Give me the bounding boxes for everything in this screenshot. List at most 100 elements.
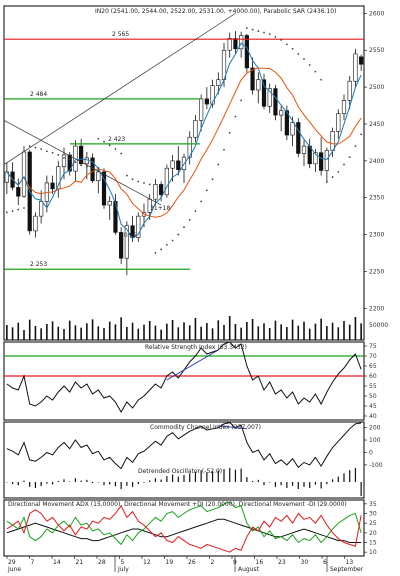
volume-bar	[331, 322, 334, 340]
sar-dot	[125, 174, 128, 177]
candle-body	[164, 167, 169, 196]
detrended-title: Detrended Oscillator (-52.0)	[138, 468, 222, 475]
rsi-tick-label: 55	[369, 383, 377, 390]
sar-dot	[200, 200, 203, 203]
detrended-bar	[126, 482, 128, 486]
sar-dot	[257, 30, 260, 32]
detrended-bar	[349, 470, 351, 482]
rsi-tick-label: 65	[369, 363, 377, 370]
sar-dot	[165, 244, 168, 246]
detrended-bar	[314, 482, 317, 485]
detrended-bar	[80, 480, 82, 482]
volume-bar	[200, 326, 202, 340]
sar-dot	[297, 53, 300, 55]
volume-bar	[86, 323, 88, 340]
cci-tick-label: -100	[369, 462, 383, 469]
detrended-bar	[229, 468, 231, 482]
candle-body	[67, 154, 72, 172]
candle-body	[101, 171, 107, 206]
detrended-bar	[251, 480, 254, 482]
volume-bar	[280, 324, 282, 340]
candle-body	[313, 152, 318, 165]
candle-body	[119, 232, 124, 259]
cci-line	[6, 422, 362, 470]
detrended-bar	[23, 480, 25, 482]
detrended-bar	[51, 482, 54, 485]
volume-bar	[80, 327, 82, 340]
detrended-bar	[297, 482, 299, 489]
candle-body	[204, 98, 209, 105]
price-tick-label: 2400	[369, 158, 384, 165]
candle-body	[4, 171, 9, 183]
sar-dot	[57, 154, 60, 156]
detrended-bar	[269, 482, 271, 483]
date-tick-label: 21	[76, 559, 84, 566]
volume-bar	[177, 327, 180, 340]
date-tick-label: 13	[346, 559, 354, 566]
candle-body	[233, 38, 238, 50]
detrended-bar	[103, 482, 105, 486]
date-tick-label: 29	[8, 559, 16, 566]
sar-dot	[234, 115, 237, 118]
detrended-bar	[63, 479, 65, 482]
volume-bar	[291, 319, 294, 340]
volume-bar	[240, 327, 242, 340]
candle-body	[21, 151, 27, 197]
detrended-bar	[40, 482, 42, 487]
candle-body	[341, 100, 347, 114]
sar-dot	[80, 164, 83, 167]
sar-dot	[280, 39, 283, 41]
volume-bar	[137, 328, 140, 340]
sar-dot	[245, 27, 248, 30]
sar-dot	[160, 248, 163, 251]
detrended-bar	[189, 473, 191, 482]
sar-dot	[51, 151, 54, 154]
sar-dot	[68, 158, 71, 161]
trend-line-down	[3, 119, 162, 206]
date-tick-label: 12	[143, 559, 151, 566]
volume-bar	[28, 319, 31, 340]
plus-di-line	[6, 501, 362, 546]
volume-bar	[297, 325, 300, 340]
cci-pane-frame	[3, 421, 365, 499]
detrended-bar	[240, 468, 242, 482]
date-tick-label: 28	[98, 559, 106, 566]
candle-body	[79, 145, 84, 165]
price-tick-label: 2350	[369, 195, 384, 202]
detrended-bar	[331, 479, 334, 482]
price-tick-label: 2600	[369, 10, 384, 17]
volume-bar	[23, 330, 25, 340]
sar-dot	[343, 163, 345, 166]
rsi-tick-label: 60	[369, 373, 377, 380]
candle-body	[153, 184, 158, 200]
candle-body	[359, 56, 364, 65]
ma-label: 31+18	[150, 205, 170, 212]
candle-body	[239, 35, 244, 50]
detrended-bar	[143, 482, 145, 483]
sar-dot	[40, 148, 43, 150]
detrended-bar	[257, 479, 259, 482]
volume-bar	[97, 326, 100, 340]
sar-dot	[108, 144, 111, 147]
candle-body	[56, 166, 61, 190]
sar-dot	[194, 210, 197, 212]
date-tick-label: 7	[31, 559, 35, 566]
detrended-bar	[6, 482, 8, 483]
volume-bar	[268, 328, 271, 340]
detrended-bar	[274, 482, 277, 487]
sar-dot	[148, 183, 151, 186]
volume-bar	[217, 320, 220, 340]
detrended-bar	[234, 469, 237, 482]
candle-body	[250, 67, 255, 91]
candle-body	[50, 182, 55, 190]
candle-body	[284, 110, 289, 136]
detrended-bar	[211, 471, 214, 482]
candle-body	[113, 201, 118, 233]
candle-body	[256, 79, 261, 91]
detrended-bar	[206, 472, 208, 482]
volume-bar	[194, 318, 197, 340]
level-label: 2 565	[112, 31, 129, 38]
sar-dot	[331, 176, 334, 178]
detrended-bar	[114, 482, 117, 487]
candle-body	[33, 215, 38, 232]
